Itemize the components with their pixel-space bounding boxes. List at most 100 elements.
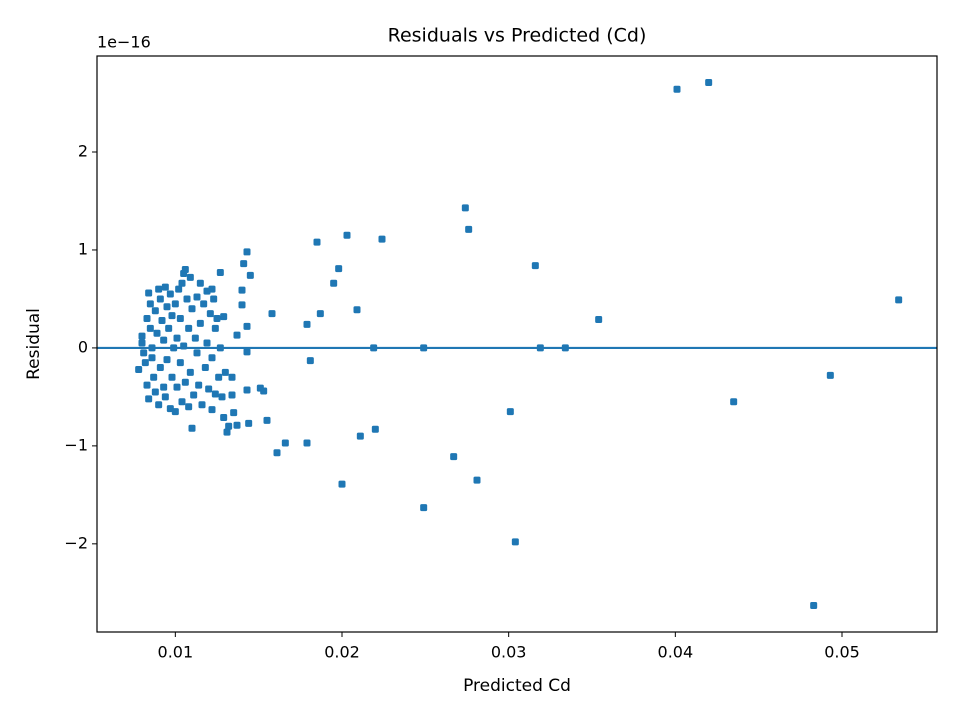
point (203, 339, 211, 347)
x-tick-label: 0.05 (824, 643, 860, 662)
point (450, 453, 458, 461)
point (151, 388, 159, 396)
point (141, 359, 149, 367)
point (193, 293, 201, 301)
point (420, 504, 428, 512)
point (168, 312, 176, 320)
point (228, 373, 236, 381)
point (153, 329, 161, 337)
y-tick-label: −2 (64, 533, 88, 552)
point (190, 391, 198, 399)
point (171, 408, 179, 416)
point (193, 349, 201, 357)
point (186, 368, 194, 376)
point (155, 285, 163, 293)
x-tick-label: 0.02 (324, 643, 360, 662)
chart-title: Residuals vs Predicted (Cd) (388, 25, 647, 47)
point (208, 354, 216, 362)
point (281, 439, 289, 447)
point (343, 231, 351, 239)
point (506, 408, 514, 416)
point (148, 354, 156, 362)
point (173, 383, 181, 391)
x-axis-label: Predicted Cd (463, 676, 571, 696)
point (145, 395, 153, 403)
point (238, 301, 246, 309)
point (143, 381, 151, 389)
point (168, 373, 176, 381)
x-tick-label: 0.04 (658, 643, 694, 662)
point (511, 538, 519, 546)
point (316, 310, 324, 318)
point (215, 373, 223, 381)
point (673, 85, 681, 93)
point (196, 319, 204, 327)
point (243, 348, 251, 356)
point (183, 295, 191, 303)
point (211, 390, 219, 398)
point (208, 406, 216, 414)
point (206, 310, 214, 318)
point (306, 357, 314, 365)
point (895, 296, 903, 304)
point (595, 316, 603, 324)
y-offset-label: 1e−16 (97, 33, 151, 52)
point (138, 339, 146, 347)
x-tick-label: 0.03 (491, 643, 527, 662)
point (303, 320, 311, 328)
point (156, 364, 164, 372)
point (166, 290, 174, 298)
point (225, 422, 233, 430)
point (146, 324, 154, 332)
point (196, 279, 204, 287)
point (173, 334, 181, 342)
point (240, 260, 248, 268)
point (220, 313, 228, 321)
point (176, 315, 184, 323)
point (186, 273, 194, 281)
point (245, 419, 253, 427)
point (151, 307, 159, 315)
point (181, 266, 189, 274)
point (233, 421, 241, 429)
point (263, 416, 271, 424)
point (730, 398, 738, 406)
point (218, 393, 226, 401)
point (243, 322, 251, 330)
point (163, 303, 171, 311)
point (185, 403, 193, 411)
point (313, 238, 321, 246)
point (185, 324, 193, 332)
point (221, 368, 229, 376)
point (268, 310, 276, 318)
point (135, 365, 143, 373)
point (211, 324, 219, 332)
point (378, 235, 386, 243)
point (198, 401, 206, 409)
point (273, 449, 281, 457)
point (181, 378, 189, 386)
point (228, 391, 236, 399)
point (145, 289, 153, 297)
point (220, 413, 228, 421)
y-tick-label: 1 (78, 239, 88, 258)
point (465, 225, 473, 233)
point (171, 300, 179, 308)
point (195, 381, 203, 389)
point (260, 387, 268, 395)
y-tick-label: 2 (78, 142, 88, 161)
point (160, 383, 168, 391)
point (165, 324, 173, 332)
point (233, 331, 241, 339)
point (160, 336, 168, 344)
y-axis-label: Residual (24, 308, 44, 380)
point (161, 283, 169, 291)
point (161, 393, 169, 401)
point (826, 371, 834, 379)
point (246, 271, 254, 279)
point (178, 398, 186, 406)
point (353, 306, 361, 314)
